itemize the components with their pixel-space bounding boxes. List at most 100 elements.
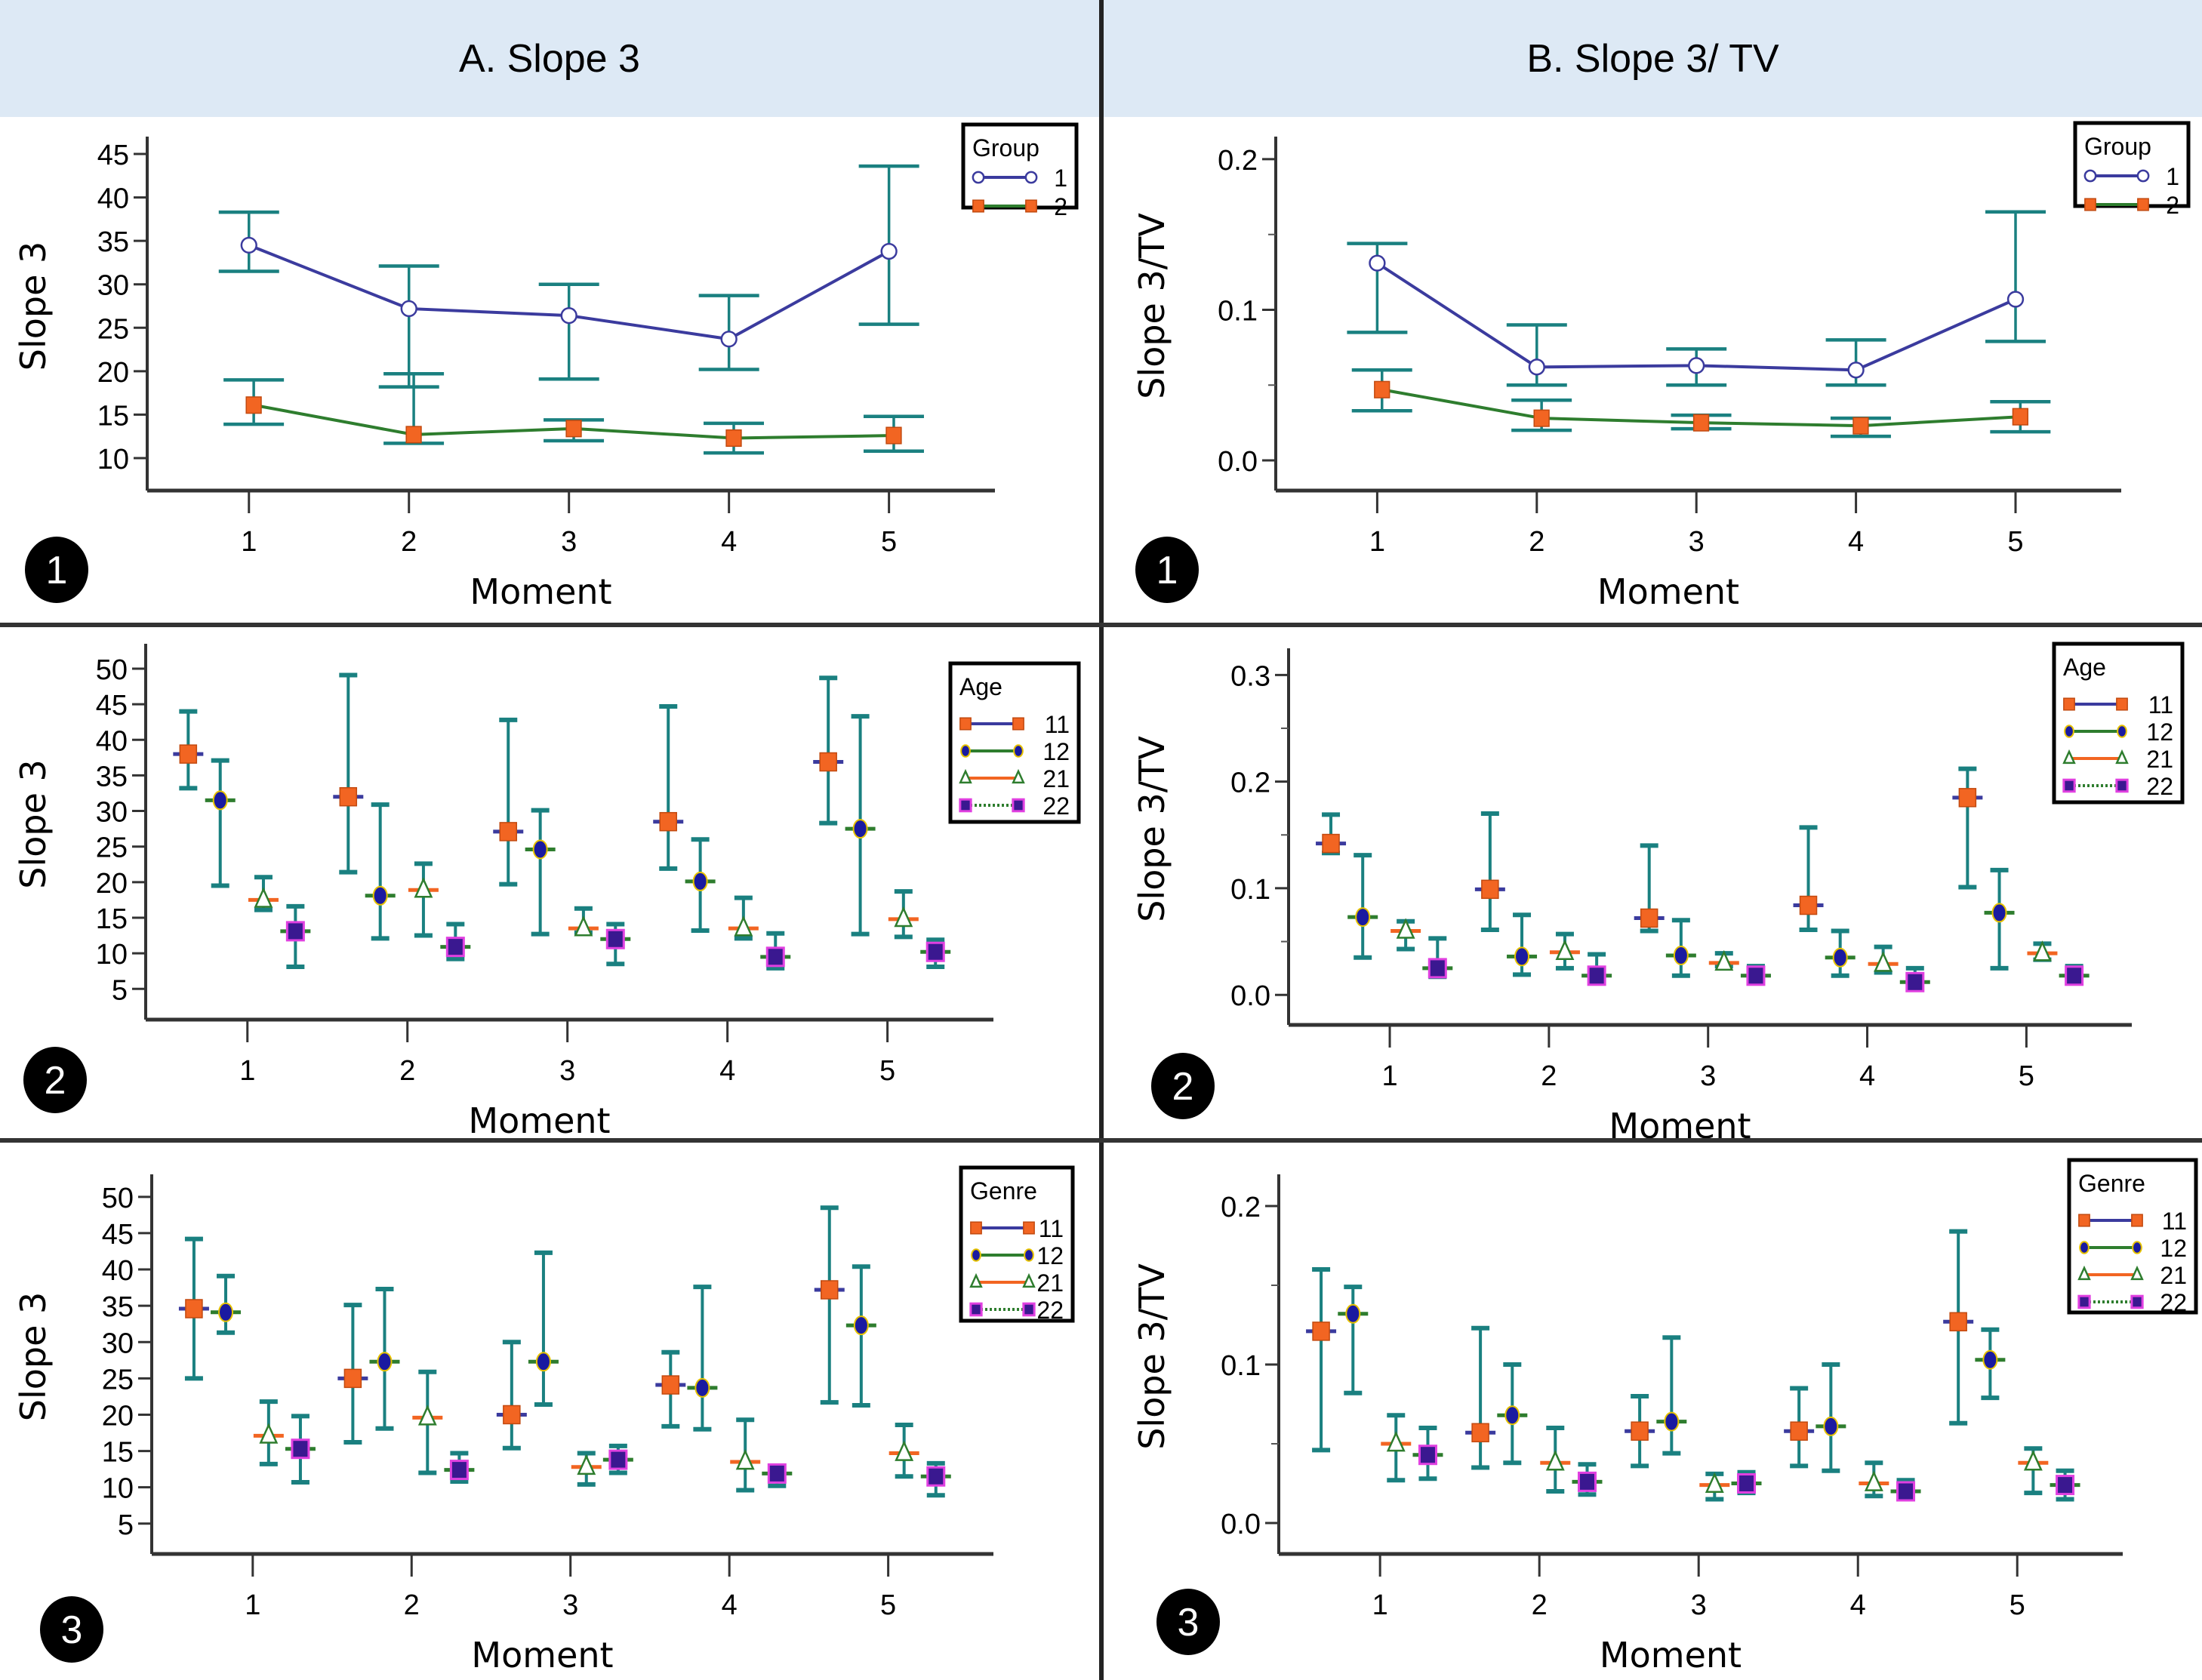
chart-panel-b2: 0.0 0.1 0.2 0.3 1 2 3 4 5 Moment Slope 3/TV Age 11 12…: [1104, 627, 2202, 1138]
y-tick-label: 0.1: [1221, 1350, 1261, 1382]
x-tick-label: 5: [879, 1055, 895, 1087]
series-22: [1412, 1426, 2080, 1502]
panel-number-badge: 2: [23, 1047, 87, 1113]
orange-square-marker: [343, 1368, 362, 1389]
x-tick-label: 2: [404, 1589, 420, 1621]
orange-square-marker: [1799, 895, 1818, 915]
orange-square-marker: [2137, 198, 2149, 211]
x-tick-label: 5: [2007, 526, 2023, 558]
purple-square-marker: [765, 946, 785, 968]
x-tick-label: 1: [241, 526, 257, 558]
blue-dot-marker: [377, 1352, 393, 1372]
column-header-a: A. Slope 3: [0, 0, 1099, 117]
x-tick-label: 5: [880, 1589, 896, 1621]
orange-square-marker: [2078, 1214, 2090, 1227]
open-triangle-marker: [1022, 1272, 1036, 1288]
open-triangle-marker: [1386, 1430, 1406, 1452]
legend-item-12: 12: [2079, 1235, 2187, 1262]
blue-dot-marker: [212, 790, 228, 811]
x-tick-label: 3: [561, 526, 577, 558]
legend-item-11: 11: [2063, 691, 2173, 718]
y-tick-label: 10: [96, 939, 128, 971]
x-tick-label: 3: [1689, 526, 1705, 558]
row-divider-2: [0, 1138, 2202, 1143]
open-triangle-marker: [574, 915, 593, 937]
legend-label: 11: [2148, 691, 2173, 718]
x-axis-title: Moment: [470, 571, 611, 612]
orange-square-marker: [2131, 1214, 2143, 1227]
series-12: [1347, 853, 2015, 978]
x-tick-label: 4: [721, 526, 737, 558]
orange-square-marker: [405, 426, 422, 444]
legend-title: Age: [959, 673, 1002, 700]
series-12: [205, 714, 876, 941]
purple-square-marker: [2115, 778, 2129, 793]
orange-square-marker: [1023, 1221, 1035, 1235]
legend-label: 11: [1039, 1215, 1064, 1242]
open-circle-marker: [2006, 291, 2025, 308]
y-tick-label: 50: [102, 1183, 134, 1214]
orange-square-marker: [1025, 199, 1037, 213]
purple-square-marker: [1577, 1471, 1597, 1492]
legend-box: [948, 661, 1081, 824]
open-triangle-marker: [2077, 1265, 2091, 1281]
x-tick-label: 4: [1850, 1589, 1866, 1621]
legend-item-11: 11: [970, 1215, 1064, 1242]
y-axis-title: Slope 3: [13, 242, 54, 371]
orange-square-marker: [661, 1375, 680, 1395]
open-triangle-marker: [969, 1272, 983, 1288]
y-tick-label: 35: [96, 761, 128, 792]
x-axis-title: Moment: [471, 1635, 613, 1675]
purple-square-marker: [1905, 971, 1925, 992]
y-tick-label: 45: [102, 1219, 134, 1251]
orange-square-marker: [503, 1405, 521, 1425]
legend-item-12: 12: [960, 738, 1070, 765]
orange-square-marker: [2116, 697, 2128, 711]
orange-square-marker: [1312, 1322, 1330, 1341]
legend-title: Genre: [970, 1177, 1037, 1205]
orange-square-marker: [245, 396, 262, 414]
legend-item-22: 22: [2062, 773, 2173, 800]
orange-square-marker: [1790, 1421, 1808, 1441]
orange-square-marker: [1949, 1312, 1967, 1332]
open-circle-marker: [1369, 254, 1386, 272]
badge-number: 2: [1172, 1065, 1194, 1109]
legend-label: 1: [1054, 165, 1067, 192]
open-triangle-marker: [894, 906, 913, 928]
series-11: [1306, 1229, 1974, 1470]
legend-label: 21: [1042, 765, 1070, 792]
blue-dot-marker: [1355, 907, 1371, 928]
blue-dot-marker: [852, 819, 868, 839]
open-triangle-marker: [417, 1405, 437, 1426]
legend: Group 12: [2073, 121, 2191, 219]
orange-square-marker: [959, 717, 972, 731]
orange-square-marker: [499, 822, 518, 842]
chart-panel-a1: 10 15 20 25 30 35 40 45 1 2 3 4 5 Moment Slope 3 Group 1…: [0, 117, 1099, 623]
series-2: [1351, 368, 2051, 438]
blue-dot-marker: [2132, 1241, 2142, 1254]
open-triangle-marker: [1864, 1470, 1883, 1491]
blue-dot-marker: [692, 871, 708, 891]
legend-label: 22: [2160, 1289, 2187, 1316]
purple-square-marker: [1896, 1481, 1916, 1502]
series-12: [211, 1250, 876, 1432]
y-tick-label: 20: [102, 1400, 134, 1432]
x-tick-label: 1: [1381, 1060, 1397, 1092]
y-axis-title: Slope 3: [13, 1292, 54, 1422]
purple-square-marker: [1012, 798, 1025, 813]
badge-circle: [1135, 537, 1199, 603]
purple-square-marker: [926, 1466, 946, 1487]
legend-label: 1: [2166, 163, 2179, 190]
y-axis-title: Slope 3/TV: [1132, 213, 1172, 399]
legend-label: 11: [1045, 711, 1070, 738]
blue-dot-marker: [1504, 1405, 1520, 1426]
blue-dot-marker: [960, 744, 971, 758]
y-tick-label: 40: [96, 725, 128, 757]
column-header-b: B. Slope 3/ TV: [1104, 0, 2202, 117]
open-triangle-marker: [2033, 940, 2052, 962]
y-tick-label: 30: [97, 270, 129, 302]
x-tick-label: 3: [1691, 1589, 1707, 1621]
